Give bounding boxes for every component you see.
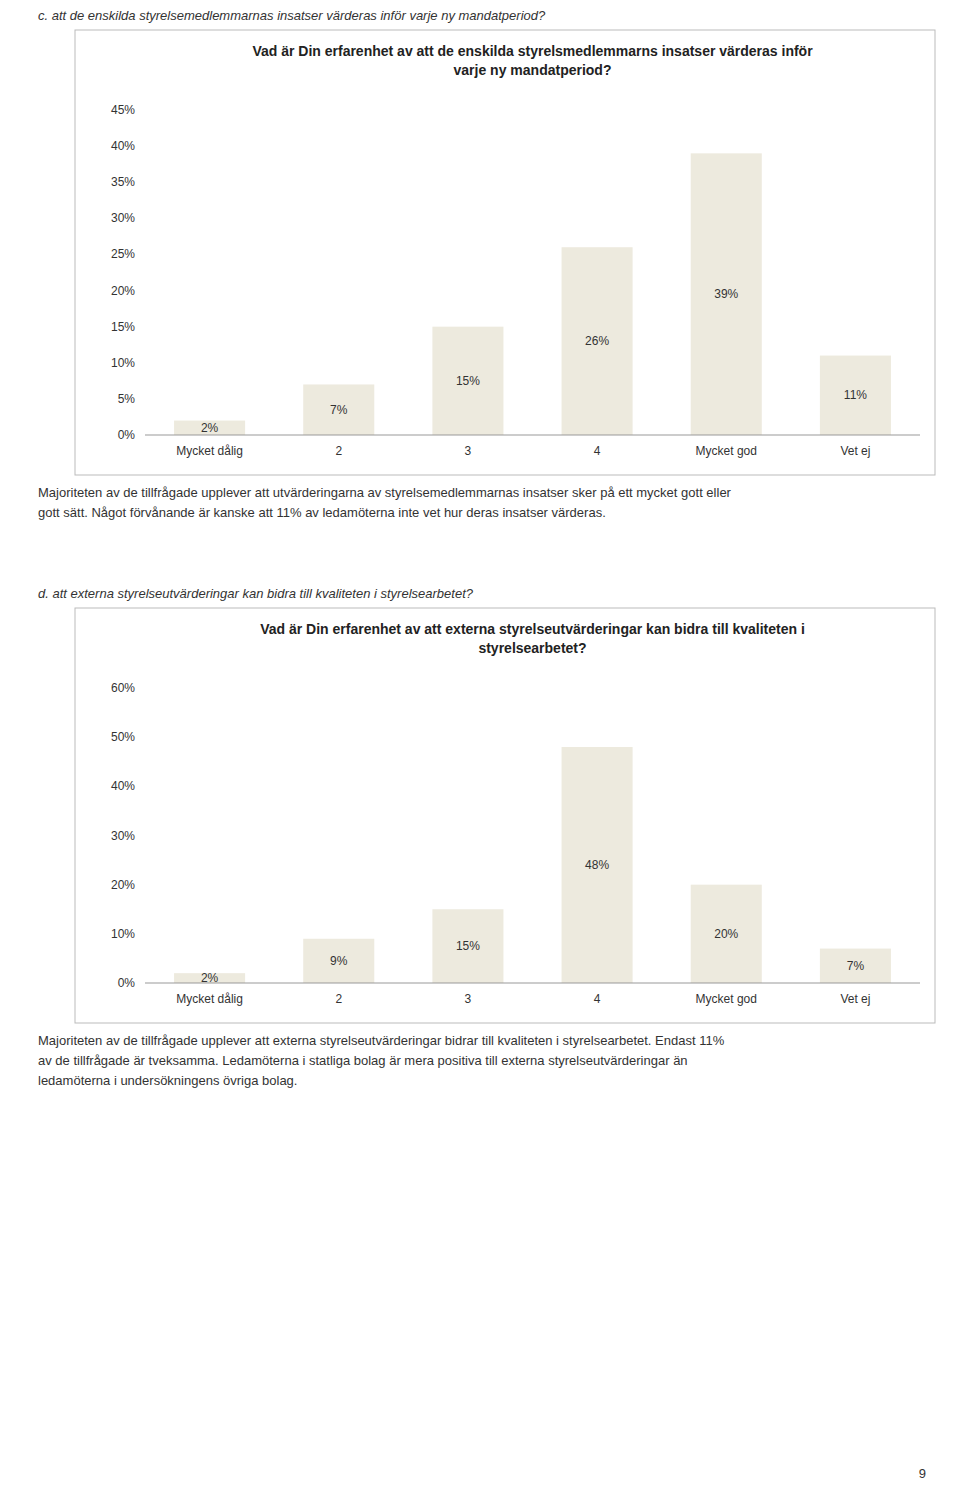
bar [432, 327, 503, 435]
x-tick-label: Mycket god [696, 992, 757, 1006]
y-tick-label: 30% [111, 829, 135, 843]
data-label: 7% [847, 959, 865, 973]
y-tick-label: 60% [111, 681, 135, 695]
y-tick-label: 10% [111, 356, 135, 370]
data-label: 39% [714, 287, 738, 301]
x-tick-label: 2 [335, 444, 342, 458]
chart-frame [75, 608, 935, 1023]
chart: c. att de enskilda styrelsemedlemmarnas … [38, 8, 935, 520]
bar [303, 939, 374, 983]
x-tick-label: Mycket dålig [176, 444, 243, 458]
chart-title: Vad är Din erfarenhet av att externa sty… [260, 621, 805, 656]
x-tick-label: Mycket god [696, 444, 757, 458]
body-text: gott sätt. Något förvånande är kanske at… [38, 505, 606, 520]
x-tick-label: 4 [594, 444, 601, 458]
body-text: Majoriteten av de tillfrågade upplever a… [38, 485, 732, 500]
body-text: Majoriteten av de tillfrågade upplever a… [38, 1033, 725, 1048]
data-label: 48% [585, 858, 609, 872]
y-tick-label: 50% [111, 730, 135, 744]
title-line: styrelsearbetet? [478, 640, 586, 656]
background [0, 0, 960, 1492]
page: c. att de enskilda styrelsemedlemmarnas … [0, 0, 960, 1492]
bars [174, 747, 891, 983]
y-tick-label: 35% [111, 175, 135, 189]
data-label: 9% [330, 954, 348, 968]
x-tick-label: 3 [465, 444, 472, 458]
y-tick-label: 10% [111, 927, 135, 941]
title-line: varje ny mandatperiod? [454, 62, 612, 78]
bar [562, 747, 633, 983]
page-number: 9 [919, 1466, 926, 1481]
y-tick-label: 15% [111, 320, 135, 334]
y-tick-label: 0% [118, 976, 136, 990]
title-line: Vad är Din erfarenhet av att externa sty… [260, 621, 805, 637]
x-tick-label: Mycket dålig [176, 992, 243, 1006]
y-tick-label: 20% [111, 284, 135, 298]
y-tick-label: 40% [111, 779, 135, 793]
y-tick-label: 0% [118, 428, 136, 442]
data-label: 26% [585, 334, 609, 348]
bar [820, 356, 891, 435]
bars [174, 153, 891, 435]
x-tick-label: 2 [335, 992, 342, 1006]
y-tick-label: 5% [118, 392, 136, 406]
y-tick-label: 25% [111, 247, 135, 261]
y-tick-label: 40% [111, 139, 135, 153]
x-axis [145, 983, 920, 984]
chart: d. att externa styrelseutvärderingar kan… [38, 586, 935, 1088]
x-tick-label: Vet ej [840, 992, 870, 1006]
y-tick-label: 30% [111, 211, 135, 225]
x-tick-label: 3 [465, 992, 472, 1006]
body-text: av de tillfrågade är tveksamma. Ledamöte… [38, 1053, 688, 1068]
bar [174, 421, 245, 435]
data-label: 11% [844, 388, 867, 402]
data-label: 2% [201, 971, 219, 985]
bar [562, 247, 633, 435]
title-line: Vad är Din erfarenhet av att de enskilda… [252, 43, 813, 59]
body-text: ledamöterna i undersökningens övriga bol… [38, 1073, 297, 1088]
bar [432, 909, 503, 983]
data-label: 2% [201, 421, 219, 435]
x-tick-label: Vet ej [840, 444, 870, 458]
chart-title: Vad är Din erfarenhet av att de enskilda… [252, 43, 813, 78]
x-axis [145, 435, 920, 436]
bar [820, 949, 891, 983]
data-label: 15% [456, 939, 480, 953]
y-tick-label: 20% [111, 878, 135, 892]
header: c. att de enskilda styrelsemedlemmarnas … [38, 8, 546, 23]
bar [691, 153, 762, 435]
chart-frame [75, 30, 935, 475]
data-label: 7% [330, 403, 348, 417]
bar [303, 384, 374, 435]
header: d. att externa styrelseutvärderingar kan… [38, 586, 474, 601]
bar [691, 885, 762, 983]
y-tick-label: 45% [111, 103, 135, 117]
data-label: 15% [456, 374, 480, 388]
x-tick-label: 4 [594, 992, 601, 1006]
data-label: 20% [714, 927, 738, 941]
